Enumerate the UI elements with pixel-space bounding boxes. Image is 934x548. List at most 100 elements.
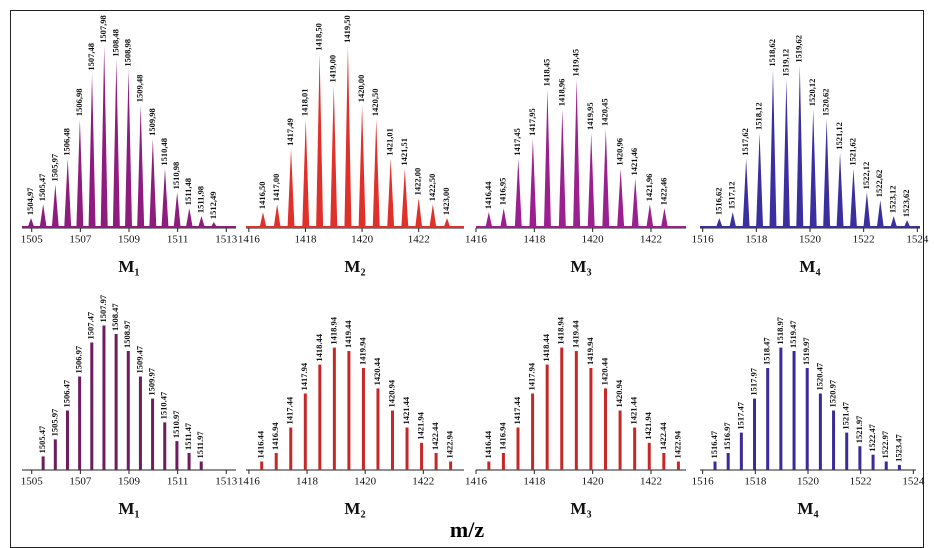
peak-label: 1522.47	[867, 423, 877, 451]
peak	[587, 132, 595, 228]
peak	[78, 376, 82, 470]
peak	[90, 342, 94, 470]
chart-title: M₃	[570, 257, 591, 276]
peak-label: 1504,97	[25, 187, 35, 215]
peak-label: 1417,00	[271, 174, 281, 202]
peak	[138, 376, 142, 470]
peak-label: 1507,48	[86, 43, 96, 71]
peak-label: 1516.47	[709, 430, 719, 458]
peak-label: 1512,49	[208, 191, 218, 219]
peak	[358, 105, 366, 228]
peak	[163, 422, 167, 470]
peak-label: 1508,98	[122, 39, 132, 67]
peak	[769, 69, 777, 228]
peak	[631, 178, 639, 228]
peak-label: 1518.97	[775, 316, 785, 344]
x-tick-label: 1418	[296, 476, 319, 488]
peak-label: 1508,48	[110, 29, 120, 57]
peak-label: 1509.97	[147, 367, 157, 395]
peak	[501, 453, 505, 470]
peak-label: 1421.44	[401, 396, 411, 424]
peak-label: 1421.44	[629, 396, 639, 424]
peak	[197, 216, 205, 228]
x-tick-label: 1516	[692, 234, 715, 246]
peak-label: 1521,62	[847, 138, 857, 166]
peak-label: 1519.97	[801, 337, 811, 365]
peak-label: 1420,00	[356, 75, 366, 103]
peak	[64, 158, 72, 228]
peak-label: 1520,12	[807, 79, 817, 107]
peak	[332, 347, 336, 470]
peak	[449, 461, 453, 470]
peak-label: 1510.47	[159, 391, 169, 419]
peak	[302, 119, 310, 228]
peak	[589, 368, 593, 470]
peak-label: 1521.97	[854, 415, 864, 443]
peak	[560, 347, 564, 470]
peak	[429, 204, 437, 228]
peak	[676, 461, 680, 470]
peak-label: 1508.97	[122, 320, 132, 348]
peak	[259, 212, 267, 228]
chart-title: M₄	[797, 499, 818, 518]
peak	[779, 347, 783, 470]
peak-label: 1511.97	[195, 431, 205, 459]
peak	[125, 69, 133, 228]
peak-label: 1419,00	[328, 55, 338, 83]
x-tick-label: 1511	[167, 234, 189, 246]
x-tick-label: 1418	[523, 234, 546, 246]
peak-label: 1516.97	[722, 422, 732, 450]
peak-label: 1419.44	[343, 320, 353, 348]
peak-label: 1417,95	[527, 108, 537, 136]
peak	[39, 204, 47, 228]
peak-label: 1422,00	[413, 168, 423, 196]
peak	[65, 410, 69, 470]
peak-label: 1507.47	[86, 311, 96, 339]
axis-label: m/z	[450, 517, 484, 542]
peak-label: 1522.97	[880, 430, 890, 458]
peak	[112, 59, 120, 229]
chart-title: M₄	[799, 257, 820, 276]
peak-label: 1417,49	[285, 118, 295, 146]
peak-label: 1511,48	[183, 178, 193, 205]
peak-label: 1418.44	[541, 333, 551, 361]
peak	[434, 453, 438, 470]
peak	[660, 208, 668, 228]
peak	[574, 351, 578, 470]
peak-label: 1418,01	[300, 88, 310, 116]
peak	[500, 208, 508, 228]
peak	[832, 410, 836, 470]
peak-label: 1520.97	[828, 379, 838, 407]
peak	[739, 432, 743, 470]
peak-label: 1509.47	[134, 345, 144, 373]
peak	[187, 453, 191, 470]
peak	[876, 200, 884, 228]
x-tick-label: 1522	[853, 234, 875, 246]
peak	[405, 427, 409, 470]
x-tick-label: 1416	[238, 476, 261, 488]
peak	[713, 461, 717, 470]
peak-label: 1518.47	[762, 337, 772, 365]
peak-label: 1510,48	[159, 138, 169, 166]
x-tick-label: 1507	[69, 234, 92, 246]
peak-label: 1420.94	[386, 379, 396, 407]
peak	[633, 427, 637, 470]
peak-label: 1523,12	[888, 185, 898, 213]
peak	[76, 119, 84, 228]
peak-label: 1418,50	[314, 23, 324, 51]
peak	[796, 65, 804, 228]
x-tick-label: 1420	[351, 234, 374, 246]
peak	[387, 158, 395, 228]
peak	[845, 432, 849, 470]
peak-label: 1519,62	[794, 35, 804, 63]
peak-label: 1419.94	[585, 337, 595, 365]
peak	[823, 119, 831, 228]
peak	[100, 45, 108, 229]
peak-label: 1417.44	[285, 396, 295, 424]
x-tick-label: 1420	[582, 234, 605, 246]
peak	[347, 351, 351, 470]
peak-label: 1509,48	[135, 75, 145, 103]
peak	[88, 73, 96, 228]
peak	[126, 351, 130, 470]
x-tick-label: 1505	[21, 476, 44, 488]
